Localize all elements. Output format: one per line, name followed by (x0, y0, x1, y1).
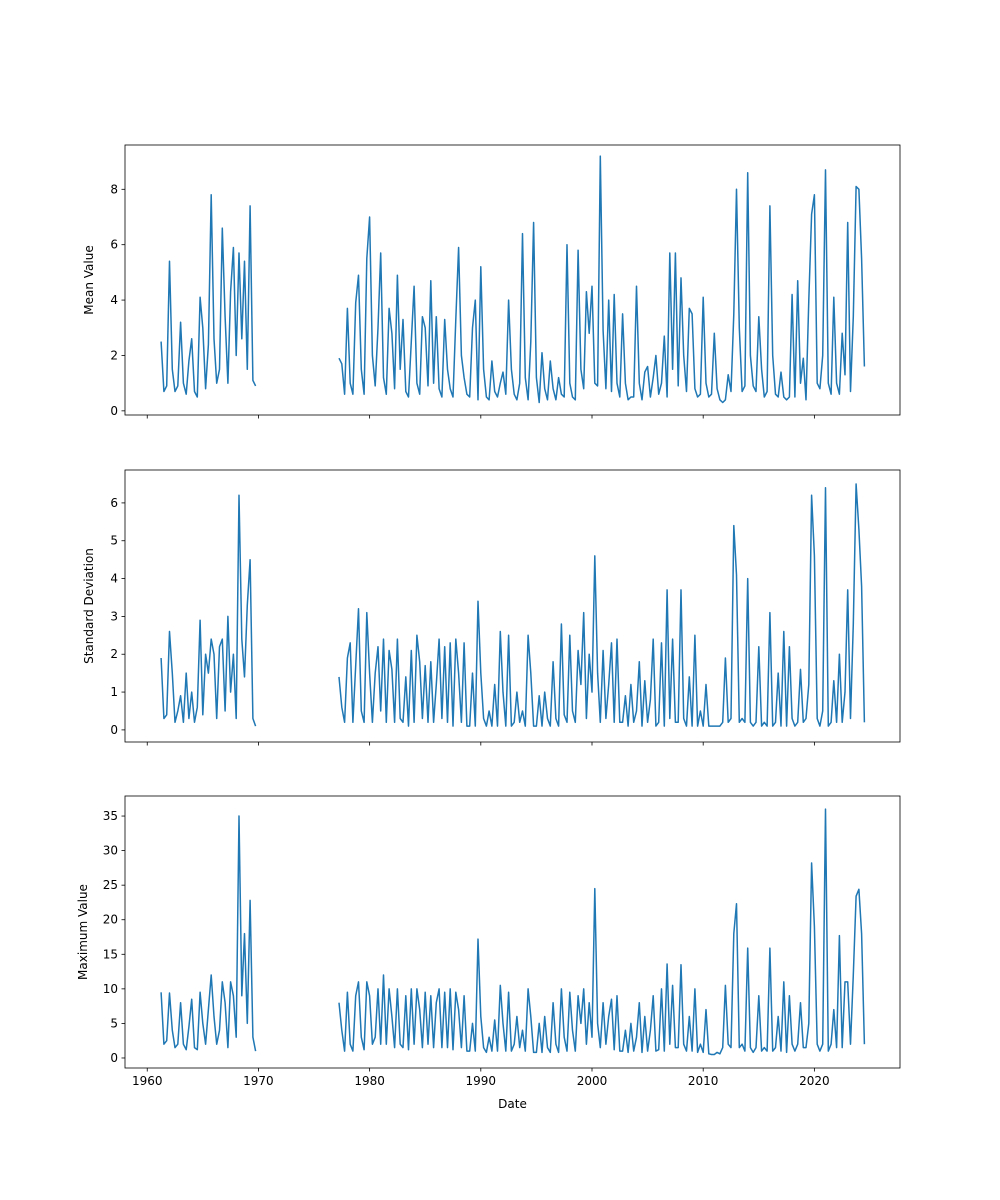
x-tick-label: 1990 (466, 1074, 497, 1088)
y-tick-label: 1 (110, 685, 118, 699)
y-axis-label: Mean Value (82, 245, 96, 314)
y-tick-label: 0 (110, 723, 118, 737)
y-axis-label: Maximum Value (76, 884, 90, 980)
x-tick-label: 1960 (132, 1074, 163, 1088)
y-tick-label: 3 (110, 609, 118, 623)
y-axis-label: Standard Deviation (82, 548, 96, 664)
y-tick-label: 0 (110, 404, 118, 418)
subplot-1: 0 2 4 6 8 Mean Value (82, 144, 901, 419)
y-tick-label: 2 (110, 647, 118, 661)
y-tick-label: 35 (103, 809, 118, 823)
y-tick-label: 30 (103, 844, 118, 858)
y-tick-label: 15 (103, 947, 118, 961)
axes-frame (124, 144, 901, 416)
x-tick-label: 1980 (354, 1074, 385, 1088)
subplot-2: 0 1 2 3 4 5 6 Standard Deviation (82, 469, 901, 746)
axes-frame (124, 795, 901, 1069)
x-tick-label: 2010 (688, 1074, 719, 1088)
y-tick-label: 5 (110, 534, 118, 548)
series-line (160, 808, 866, 1056)
subplot-3: 1960 1970 1980 1990 2000 2010 2020 0 5 10 15 20 25 30… (76, 795, 901, 1111)
y-tick-label: 0 (110, 1051, 118, 1065)
y-tick-label: 10 (103, 982, 118, 996)
x-tick-label: 2000 (577, 1074, 608, 1088)
axes-frame (124, 469, 901, 743)
y-tick-label: 5 (110, 1016, 118, 1030)
series-line (160, 483, 866, 727)
y-tick-label: 4 (110, 293, 118, 307)
y-tick-label: 8 (110, 182, 118, 196)
y-tick-label: 2 (110, 348, 118, 362)
y-tick-label: 6 (110, 496, 118, 510)
series-line (160, 155, 866, 404)
x-tick-label: 2020 (799, 1074, 830, 1088)
x-axis-label: Date (498, 1097, 527, 1111)
y-tick-label: 6 (110, 238, 118, 252)
x-tick-label: 1970 (243, 1074, 274, 1088)
y-tick-label: 4 (110, 572, 118, 586)
y-tick-label: 25 (103, 878, 118, 892)
y-tick-label: 20 (103, 913, 118, 927)
